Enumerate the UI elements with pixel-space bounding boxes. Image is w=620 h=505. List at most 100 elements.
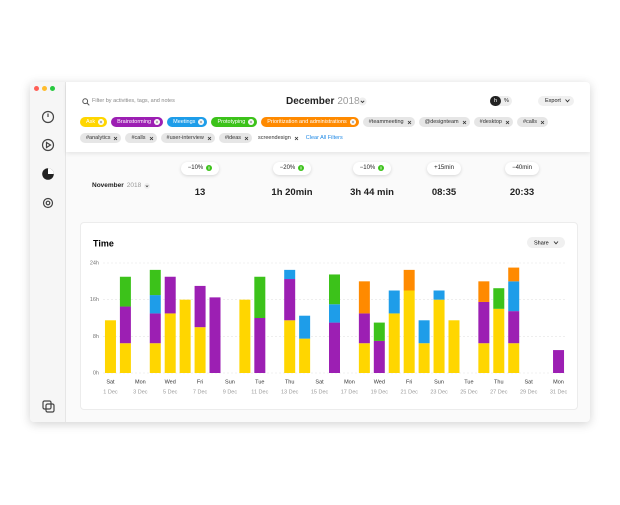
bar-segment [149,313,161,344]
summary-column: −10% 13 [160,156,240,198]
text-tag[interactable]: #calls [516,117,549,127]
y-tick-label: 16h [90,297,99,303]
x-tick-date: 7 Dec [193,389,208,395]
close-button[interactable] [34,86,39,91]
x-tick-date: 3 Dec [133,389,148,395]
minimize-button[interactable] [42,86,47,91]
bar-segment [358,313,370,344]
settings-icon[interactable] [42,197,54,209]
maximize-button[interactable] [50,86,55,91]
x-tick-label: Mon [553,379,564,385]
bar-segment [418,320,430,344]
bar-segment [254,318,266,373]
bar-segment [418,343,430,373]
text-tag[interactable]: #teammeeting [362,117,415,127]
bar-segment [329,304,340,323]
tag-remove[interactable] [505,120,510,125]
tag-remove[interactable] [349,119,356,125]
bar-segment [329,274,340,305]
help-icon[interactable] [42,400,52,410]
x-tick-date: 5 Dec [163,389,178,395]
change: −10% [359,165,376,171]
bar-segment [149,295,161,314]
bar-segment [194,285,206,328]
play-icon[interactable] [41,138,55,152]
summary-value: 20:33 [509,186,535,198]
tag-label: #ideas [224,135,242,141]
bar-segment [373,340,385,373]
text-tag[interactable]: @designteam [418,117,470,127]
text-tag[interactable]: #user-interview [160,133,215,143]
bar-segment [508,311,520,344]
x-tick-label: Mon [135,379,146,385]
tag-remove[interactable] [113,136,118,141]
bar-segment [104,320,116,373]
unit-toggle[interactable]: h % [490,96,512,106]
export-button[interactable]: Export [538,96,574,106]
summary-value: 3h 44 min [350,186,394,198]
tag-remove[interactable] [154,119,161,125]
tag-label: #analytics [86,135,111,141]
bar-segment [299,338,311,373]
tag-remove[interactable] [294,136,299,141]
x-tick-date: 19 Dec [371,389,389,395]
bar-segment [284,279,296,321]
period-dropdown[interactable] [144,182,151,189]
change-badge: −10% [352,161,392,175]
month-dropdown[interactable] [358,97,367,106]
tag-remove[interactable] [198,119,205,125]
text-tag[interactable]: #analytics [80,133,122,143]
x-tick-label: Sun [434,379,444,385]
clear-filters[interactable]: Clear All Filters [305,135,343,141]
timer-icon[interactable] [41,110,55,124]
x-tick-date: 17 Dec [341,389,359,395]
change: −40min [512,165,532,171]
bar-segment [448,320,460,373]
search-input[interactable]: Filter by activities, tags, and notes [92,98,175,104]
share-button[interactable]: Share [527,237,565,248]
text-tag[interactable]: #desktop [473,117,513,127]
bar-segment [119,276,131,307]
bar-segment [329,322,340,373]
bar-segment [553,350,565,373]
summary-value: 1h 20min [271,186,313,198]
filter-row: #analytics #calls #user-interview #ideas… [80,133,343,143]
unit-percent[interactable]: % [504,98,509,104]
bar-segment [478,301,490,344]
tag-remove[interactable] [98,119,105,125]
text-tag[interactable]: #ideas [218,133,253,143]
activity-tag[interactable]: Prioritization and administrations [261,117,359,127]
bar-segment [149,343,161,373]
sidebar-icons [41,110,55,413]
x-tick-label: Fri [197,379,203,385]
text-tag[interactable]: #calls [125,133,157,143]
tag-remove[interactable] [462,120,467,125]
tag-remove[interactable] [248,119,255,125]
text-tag[interactable]: screendesign [256,133,302,143]
bar-segment [388,313,400,373]
activity-tag[interactable]: Meetings [167,117,208,127]
bar-segment [358,281,370,314]
x-tick-label: Sat [106,379,115,385]
tag-remove[interactable] [207,136,212,141]
activity-tag[interactable]: Brainstorming [111,117,164,127]
unit-hours[interactable]: h [490,96,501,106]
tag-label: #calls [131,135,146,141]
activity-tag[interactable]: Prototyping [211,117,258,127]
change-icon [298,165,305,171]
bar-segment [508,281,520,312]
month-picker[interactable]: December 2018 [286,96,360,107]
comparison-period[interactable]: November 2018 [92,182,151,189]
bar-segment [194,327,206,373]
tag-remove[interactable] [540,120,545,125]
bar-segment [493,308,505,373]
period-month: November [92,182,124,189]
tag-remove[interactable] [407,120,412,125]
tag-remove[interactable] [244,136,249,141]
y-tick-label: 8h [93,334,99,340]
x-tick-date: 15 Dec [311,389,329,395]
activity-tag[interactable]: Ask [80,117,108,127]
bar-segment [403,290,415,373]
x-tick-label: Fri [406,379,412,385]
tag-remove[interactable] [149,136,154,141]
